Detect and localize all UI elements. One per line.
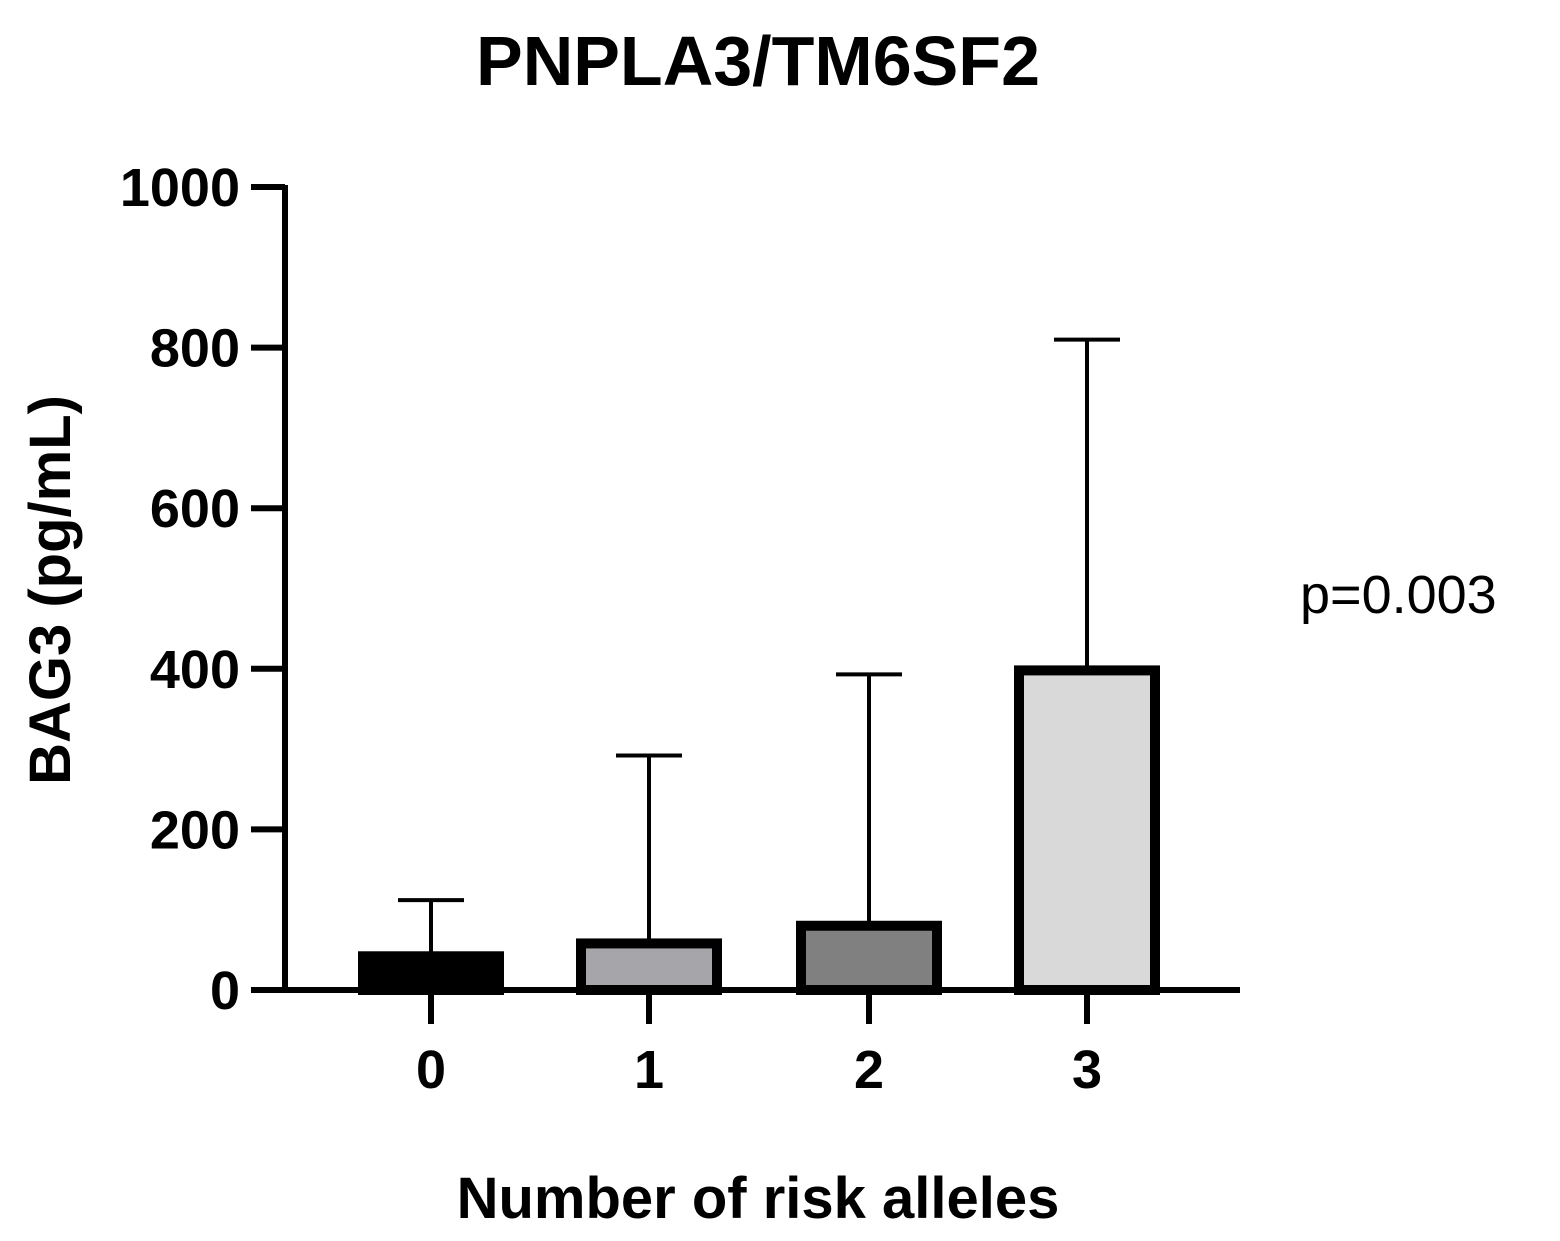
x-tick-label-3: 3 — [1072, 1040, 1102, 1100]
y-tick-label-1000: 1000 — [120, 158, 240, 218]
y-tick-label-0: 0 — [210, 961, 240, 1021]
x-tick-label-0: 0 — [416, 1040, 446, 1100]
y-tick-label-200: 200 — [150, 800, 240, 860]
p-value-annotation: p=0.003 — [1300, 565, 1497, 625]
x-tick-label-1: 1 — [634, 1040, 664, 1100]
chart-title: PNPLA3/TM6SF2 — [476, 22, 1040, 100]
bar-1 — [576, 938, 722, 996]
bar-0 — [358, 951, 504, 995]
bar-3 — [1014, 665, 1160, 995]
x-axis-label: Number of risk alleles — [457, 1166, 1060, 1231]
y-tick-label-600: 600 — [150, 479, 240, 539]
x-tick-label-2: 2 — [854, 1040, 884, 1100]
plot-area: 0 200 400 600 800 1000 0 1 2 3 — [120, 158, 1240, 1100]
y-axis-label: BAG3 (pg/mL) — [18, 395, 83, 785]
bar-2 — [796, 920, 942, 996]
y-tick-label-800: 800 — [150, 319, 240, 379]
y-tick-label-400: 400 — [150, 640, 240, 700]
